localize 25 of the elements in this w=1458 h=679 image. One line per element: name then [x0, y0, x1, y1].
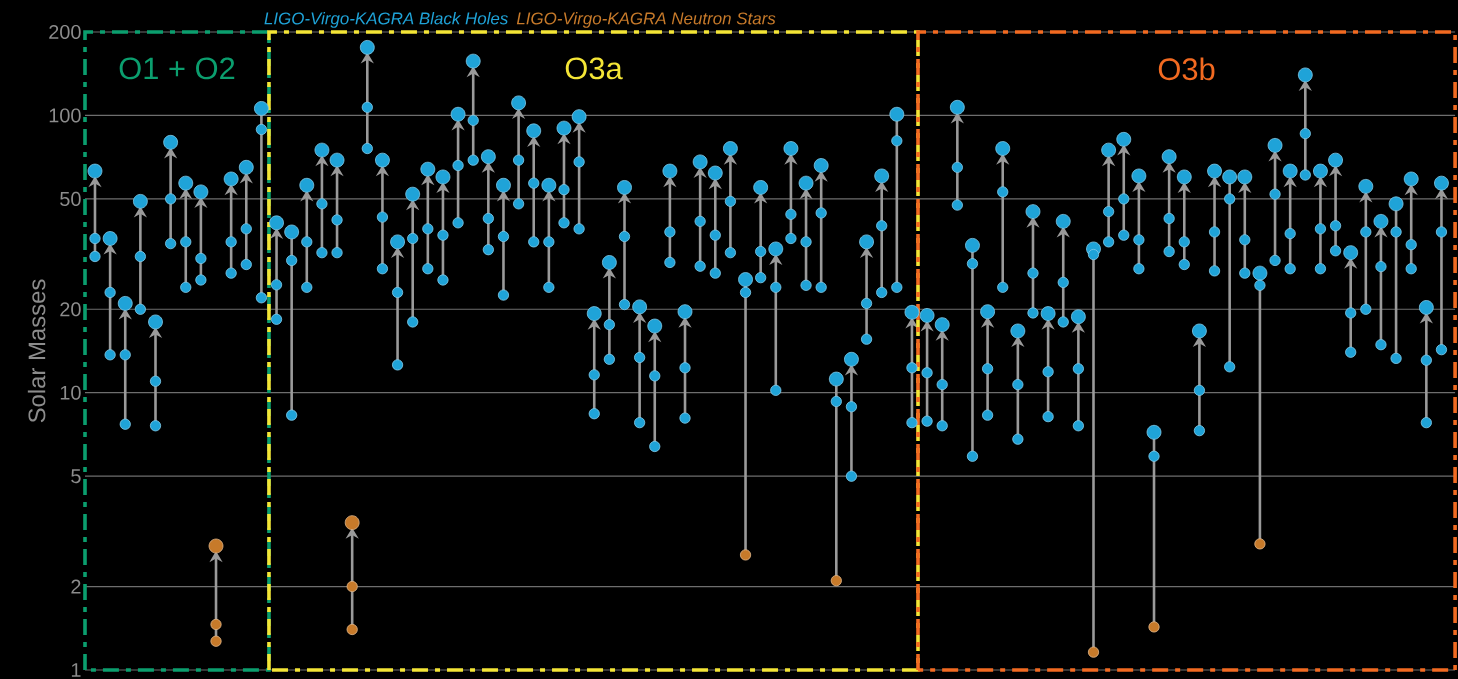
annotation: O1 + O2	[119, 57, 235, 80]
y-tick-label: 200	[49, 24, 81, 40]
point	[739, 549, 752, 561]
series-label: LIGO-Virgo-KAGRA Black Holes	[264, 12, 508, 28]
y-tick-label: 10	[60, 385, 81, 400]
point	[1087, 646, 1100, 658]
point	[1148, 621, 1160, 633]
point	[830, 575, 842, 587]
point	[346, 623, 358, 636]
point	[1254, 538, 1266, 550]
annotation: O3b	[1158, 57, 1215, 81]
y-tick-label: 2	[71, 579, 81, 594]
point	[208, 538, 224, 554]
point	[210, 635, 222, 647]
point	[210, 618, 222, 631]
y-tick-label: 100	[49, 108, 81, 123]
y-tick-label: 5	[71, 469, 81, 484]
y-tick-label: 1	[71, 663, 81, 677]
annotation: O3a	[565, 57, 623, 80]
y-tick-label: 20	[60, 302, 81, 317]
point	[346, 580, 358, 593]
y-tick-label: 50	[60, 191, 81, 206]
text: LIGO-Virgo-KAGRA Neutron Stars	[516, 12, 776, 28]
y-axis-title: Solar Masses	[27, 279, 46, 423]
point	[344, 515, 360, 531]
